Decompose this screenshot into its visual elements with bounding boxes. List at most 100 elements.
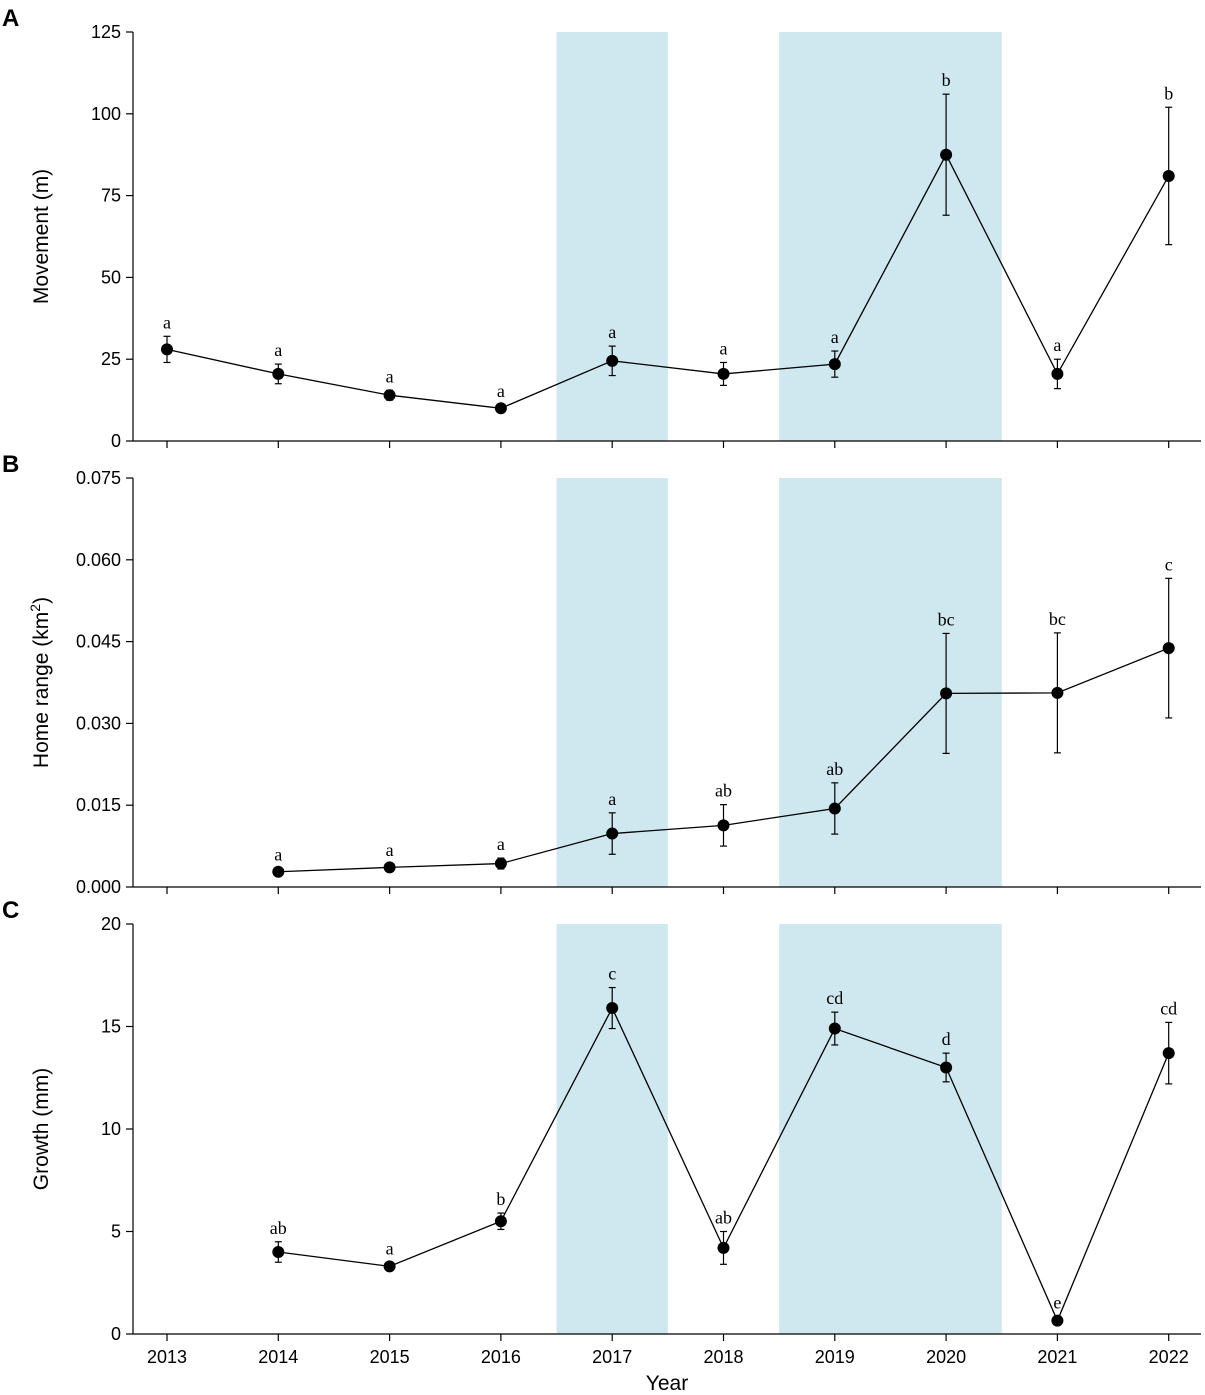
significance-label: c xyxy=(1165,554,1173,574)
data-point xyxy=(272,865,285,878)
significance-label: a xyxy=(386,1238,394,1258)
significance-label: bc xyxy=(1049,609,1066,629)
y-tick-label: 25 xyxy=(101,349,121,369)
shaded-period-band xyxy=(779,32,1002,441)
panel-label: B xyxy=(2,451,19,478)
x-tick-label: 2021 xyxy=(1037,1347,1077,1367)
data-point xyxy=(828,1022,841,1035)
data-point xyxy=(606,1002,619,1015)
significance-label: bc xyxy=(938,609,955,629)
y-tick-label: 20 xyxy=(101,914,121,934)
data-point xyxy=(272,367,285,380)
significance-label: a xyxy=(497,381,505,401)
data-point xyxy=(494,1215,507,1228)
y-tick-label: 0 xyxy=(111,431,121,451)
y-tick-label: 0.075 xyxy=(76,468,121,488)
data-point xyxy=(940,687,953,700)
significance-label: b xyxy=(496,1189,505,1209)
data-point xyxy=(161,343,173,356)
y-tick-label: 15 xyxy=(101,1017,121,1037)
significance-label: c xyxy=(608,964,616,984)
significance-label: b xyxy=(1164,83,1173,103)
y-tick-label: 75 xyxy=(101,186,121,206)
data-point xyxy=(606,827,619,840)
data-point xyxy=(1051,367,1064,380)
panel-label: A xyxy=(2,5,19,32)
data-point xyxy=(1162,1047,1175,1060)
significance-label: a xyxy=(608,789,616,809)
significance-label: a xyxy=(386,840,394,860)
y-tick-label: 0.000 xyxy=(76,877,121,897)
panel-b: 0.000 0.015 0.030 0.045 0.060 0.075 Home range… xyxy=(2,451,1201,897)
significance-label: cd xyxy=(1160,998,1177,1018)
x-tick-label: 2014 xyxy=(258,1347,298,1367)
y-tick-label: 0.045 xyxy=(76,632,121,652)
x-tick-label: 2013 xyxy=(147,1347,187,1367)
y-tick-label: 10 xyxy=(101,1119,121,1139)
y-tick-label: 0 xyxy=(111,1324,121,1344)
shaded-period-band xyxy=(779,924,1002,1334)
data-point xyxy=(717,367,730,380)
x-tick-label: 2020 xyxy=(926,1347,966,1367)
significance-label: a xyxy=(274,340,282,360)
series-line xyxy=(166,153,1170,409)
data-point xyxy=(383,1260,396,1273)
y-tick-label: 0.060 xyxy=(76,550,121,570)
significance-label: a xyxy=(608,322,616,342)
y-tick-label: 100 xyxy=(91,104,121,124)
x-tick-label: 2017 xyxy=(592,1347,632,1367)
data-point xyxy=(383,389,396,402)
x-tick-label: 2019 xyxy=(815,1347,855,1367)
significance-label: a xyxy=(274,844,282,864)
data-point xyxy=(828,802,841,815)
significance-label: a xyxy=(386,366,394,386)
x-tick-label: 2015 xyxy=(370,1347,410,1367)
shaded-period-band xyxy=(779,478,1002,887)
y-axis-title: Movement (m) xyxy=(30,169,53,304)
y-axis-title-close: ) xyxy=(30,597,53,604)
data-point xyxy=(1051,1314,1064,1327)
data-point xyxy=(1162,169,1175,182)
significance-label: a xyxy=(720,338,728,358)
data-point xyxy=(1051,686,1064,699)
shaded-period-band xyxy=(556,924,668,1334)
y-axis-title: Home range (km2) xyxy=(27,597,53,768)
data-point xyxy=(494,402,507,415)
significance-label: a xyxy=(163,312,171,332)
significance-label: e xyxy=(1053,1293,1061,1313)
x-tick-label: 2016 xyxy=(481,1347,521,1367)
y-axis-title-text: Home range (km xyxy=(30,612,53,768)
significance-label: ab xyxy=(826,759,843,779)
series-line xyxy=(278,1006,1170,1323)
panel-label: C xyxy=(2,897,19,924)
data-point xyxy=(606,354,619,367)
panel-a: 0 25 50 75 100 125 Movement (m) Aa a a a a a a b a b xyxy=(2,5,1201,451)
significance-label: b xyxy=(942,70,951,90)
significance-label: d xyxy=(942,1029,951,1049)
data-point xyxy=(828,358,841,371)
data-point xyxy=(717,819,730,832)
x-tick-label: 2022 xyxy=(1149,1347,1189,1367)
data-point xyxy=(717,1241,730,1254)
data-point xyxy=(940,148,953,161)
significance-label: a xyxy=(1053,335,1061,355)
y-axis-title-superscript: 2 xyxy=(27,604,43,612)
y-tick-label: 125 xyxy=(91,22,121,42)
significance-label: ab xyxy=(715,781,732,801)
x-tick-label: 2018 xyxy=(703,1347,743,1367)
data-point xyxy=(272,1246,285,1258)
data-point xyxy=(940,1061,953,1074)
y-tick-label: 50 xyxy=(101,267,121,287)
data-point xyxy=(494,857,507,870)
shaded-period-band xyxy=(556,32,668,441)
significance-label: a xyxy=(831,327,839,347)
y-axis-title: Growth (mm) xyxy=(30,1068,53,1191)
y-tick-label: 5 xyxy=(111,1222,121,1242)
x-axis-title: Year xyxy=(646,1372,688,1395)
significance-label: ab xyxy=(715,1208,732,1228)
data-point xyxy=(1162,642,1175,655)
data-point xyxy=(383,861,396,874)
significance-label: a xyxy=(497,834,505,854)
